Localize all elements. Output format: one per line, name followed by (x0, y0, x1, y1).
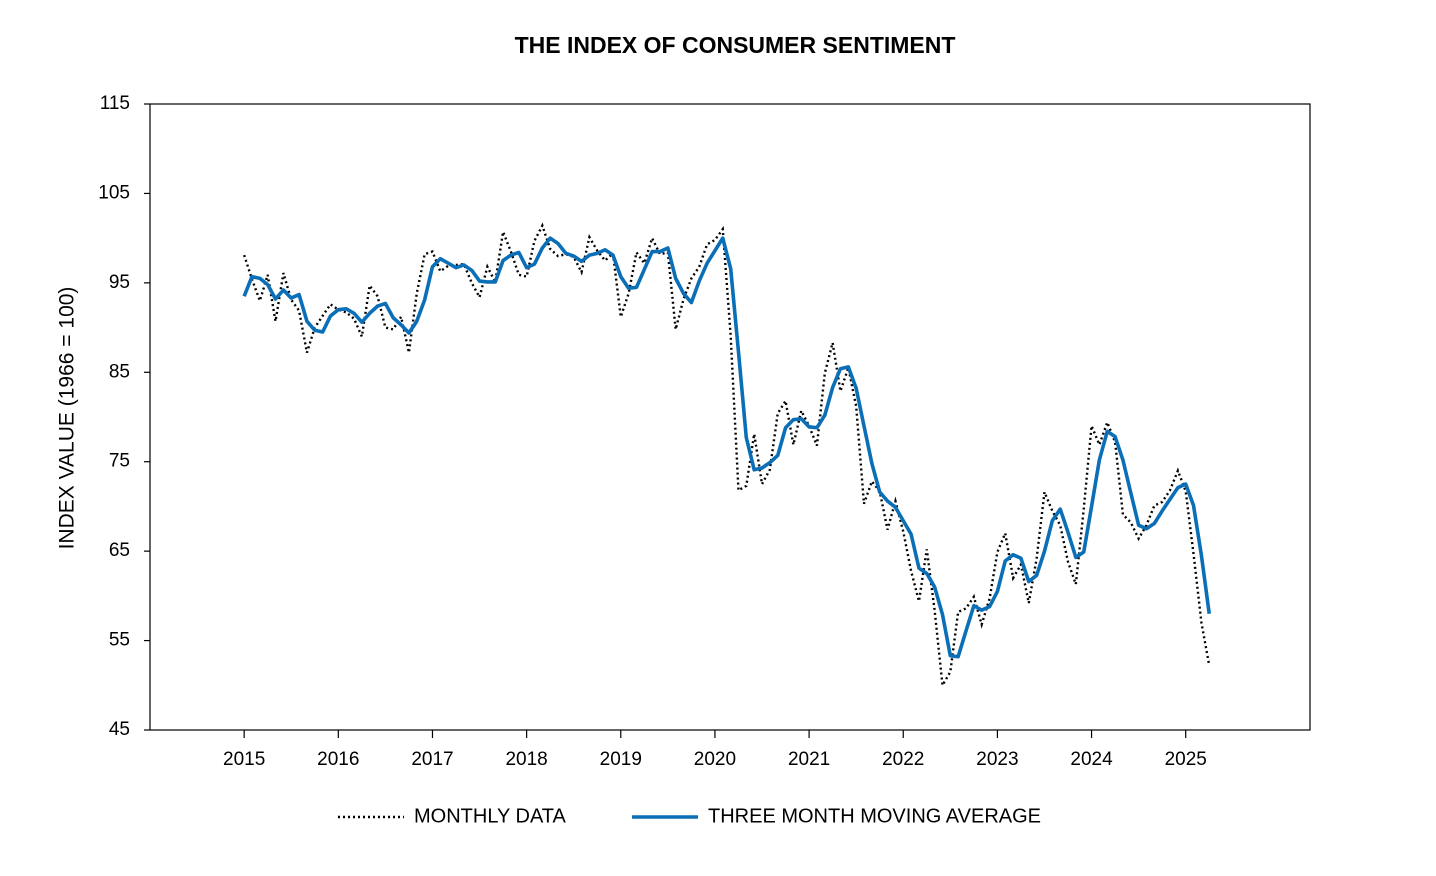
chart-title: THE INDEX OF CONSUMER SENTIMENT (515, 32, 956, 58)
y-tick-label: 45 (109, 719, 130, 740)
series-line (242, 236, 1212, 659)
legend-label: MONTHLY DATA (414, 805, 567, 827)
y-tick-label: 95 (109, 272, 130, 293)
x-tick-label: 2021 (788, 749, 830, 770)
x-tick-label: 2025 (1165, 749, 1207, 770)
y-tick-label: 115 (100, 93, 130, 114)
legend-label: THREE MONTH MOVING AVERAGE (708, 805, 1041, 827)
y-tick-label: 65 (109, 540, 130, 561)
y-tick-label: 75 (109, 451, 130, 472)
x-tick-label: 2020 (694, 749, 736, 770)
x-tick-label: 2019 (600, 749, 642, 770)
x-tick-label: 2015 (223, 749, 265, 770)
x-tick-label: 2024 (1070, 749, 1113, 770)
x-tick-label: 2022 (882, 749, 924, 770)
x-tick-label: 2023 (976, 749, 1018, 770)
y-axis-label: INDEX VALUE (1966 = 100) (56, 287, 79, 550)
x-tick-label: 2018 (505, 749, 547, 770)
y-tick-label: 55 (109, 630, 130, 651)
series-line (243, 222, 1211, 690)
plot-frame (149, 103, 1311, 731)
y-tick-label: 105 (98, 182, 130, 203)
y-tick-label: 85 (109, 361, 130, 382)
x-tick-label: 2016 (317, 749, 359, 770)
x-tick-label: 2017 (411, 749, 453, 770)
